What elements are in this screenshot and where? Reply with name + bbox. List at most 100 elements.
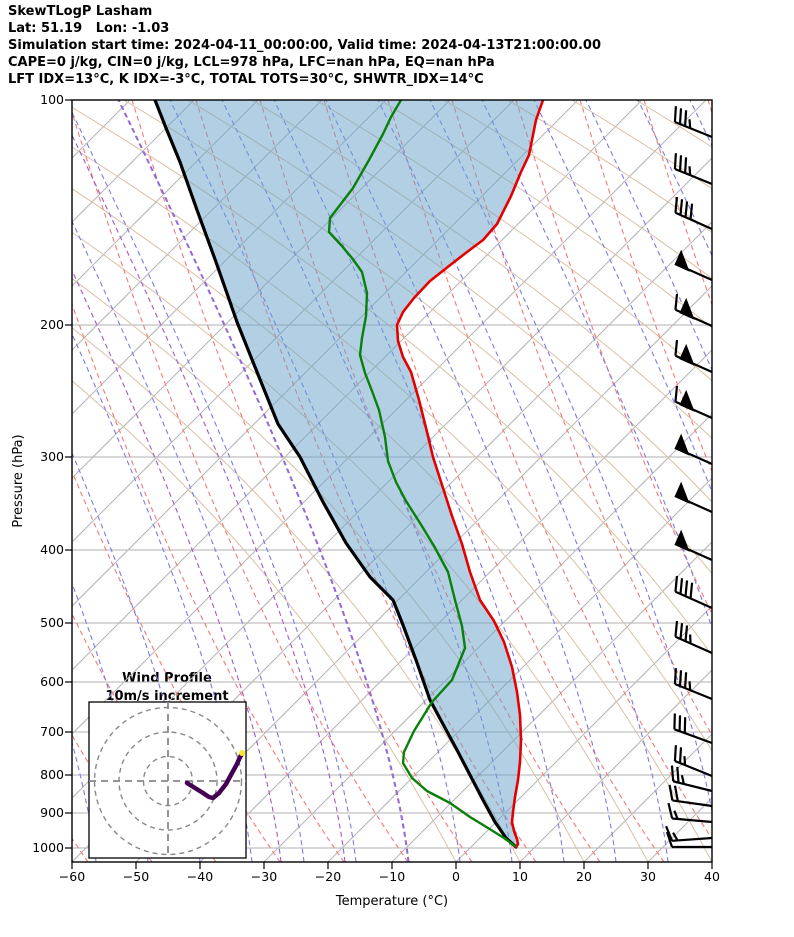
dry-adiabat-line [571, 100, 712, 190]
wind-barb-icon [674, 481, 713, 514]
red-dashed-adiabat [451, 100, 712, 737]
moist-adiabat-line [533, 100, 712, 494]
dry-adiabat-line [507, 100, 712, 233]
y-axis-label: Pressure (hPa) [11, 434, 26, 527]
x-tick-label: 40 [704, 869, 720, 884]
wind-barb-feather [683, 717, 687, 734]
hodograph-ring [118, 731, 218, 831]
wind-barb-feather [684, 580, 689, 597]
shaded-area [155, 100, 543, 847]
wind-barb-feather [678, 108, 683, 125]
x-tick-label: −40 [187, 869, 213, 884]
wind-barb-half-feather [688, 166, 692, 176]
dry-adiabat-line [379, 100, 712, 329]
wind-barb-feather [684, 672, 688, 689]
wind-barb-pennant [674, 529, 690, 552]
header-cape-cin: CAPE=0 j/kg, CIN=0 j/kg, LCL=978 hPa, LF… [8, 55, 495, 70]
wind-barb-feather [689, 582, 694, 599]
isotherm-line [72, 100, 323, 351]
wind-barb-icon [673, 668, 713, 701]
hodograph-title: Wind Profile [122, 671, 212, 686]
violet-dashed-line [118, 100, 410, 862]
wind-barb-feather [678, 747, 683, 764]
wind-barb-half-feather [688, 681, 692, 691]
x-tick-label: −20 [315, 869, 341, 884]
wind-barb-icon [670, 765, 713, 793]
moist-adiabat-line [72, 740, 97, 862]
isotherm-line [519, 669, 712, 862]
isotherm-line [647, 797, 712, 862]
wind-barb-half-feather [672, 832, 679, 841]
moist-adiabat-line [72, 111, 357, 862]
wind-barb-feather [674, 385, 679, 402]
temperature-curve [395, 100, 545, 849]
isotherm-line [72, 100, 259, 287]
wind-barb-icon [673, 153, 713, 186]
dry-adiabat-line [72, 146, 712, 752]
moist-adiabat-line [585, 100, 712, 372]
dry-adiabat-line [72, 380, 457, 862]
wind-barb-staff [675, 635, 713, 655]
wind-barb-icon [674, 433, 713, 466]
hodograph-ring [142, 755, 194, 807]
wind-barb-pennant [674, 249, 690, 272]
wind-barb-icon [673, 745, 713, 778]
wind-barb-feather [673, 745, 677, 762]
y-tick-label: 900 [40, 805, 64, 820]
isotherm-line [72, 100, 643, 671]
wind-barb-feather [665, 831, 674, 848]
wind-barb-staff [672, 836, 713, 842]
wind-barb-staff [674, 759, 713, 778]
chart-title: SkewTLogP Lasham [8, 4, 153, 19]
hodograph-subtitle: 10m/s increment [105, 689, 228, 704]
wind-barb-staff [674, 167, 713, 186]
moist-adiabat-line [72, 220, 305, 862]
wind-barb-staff [675, 590, 713, 610]
dry-adiabat-line [635, 100, 712, 148]
red-dashed-adiabat [707, 100, 712, 115]
parcel-curve [153, 100, 518, 849]
red-dashed-adiabat [72, 302, 345, 862]
wind-barb-half-feather [688, 119, 692, 129]
wind-barb-half-feather [689, 634, 692, 644]
wind-barb-icon [665, 831, 712, 849]
wind-barb-half-feather [673, 810, 679, 820]
wind-barb-feather [670, 765, 675, 782]
wind-barb-pennant [679, 297, 695, 320]
isotherm-line [455, 605, 712, 862]
wind-barb-feather [673, 785, 679, 802]
isotherm-line [583, 733, 712, 862]
isotherm-line [263, 413, 712, 862]
wind-barb-icon [674, 293, 713, 328]
wind-barb-feather [689, 203, 694, 220]
grid-layer [72, 100, 712, 862]
y-tick-label: 100 [40, 92, 64, 107]
red-dashed-adiabat [643, 100, 712, 307]
wind-barb-staff [674, 728, 713, 745]
wind-barb-feather [679, 199, 684, 216]
x-tick-label: 10 [512, 869, 528, 884]
header-sim-time: Simulation start time: 2024-04-11_00:00:… [8, 38, 601, 53]
moist-adiabat-line [429, 100, 712, 815]
y-tick-label: 800 [40, 767, 64, 782]
y-tick-label: 1000 [32, 840, 64, 855]
red-dashed-adiabat [515, 100, 712, 616]
hodograph-end-dot [239, 750, 245, 756]
violet-dashed-line [72, 133, 346, 862]
wind-barb-half-feather [683, 756, 687, 766]
wind-barb-icon [674, 529, 713, 562]
red-dashed-adiabat [72, 110, 409, 862]
x-tick-label: −10 [379, 869, 405, 884]
wind-barb-feather [674, 339, 679, 356]
wind-barb-icon [674, 196, 713, 231]
hodograph-ring [93, 706, 243, 856]
wind-barb-feather [673, 153, 677, 170]
y-tick-label: 600 [40, 674, 64, 689]
wind-barb-half-feather [680, 775, 685, 785]
wind-barb-feather [674, 293, 679, 310]
wind-barb-feather [667, 802, 674, 819]
wind-barb-feather [678, 155, 683, 172]
wind-barb-staff [672, 799, 713, 808]
header-lat-lon: Lat: 51.19 Lon: -1.03 [8, 21, 170, 36]
